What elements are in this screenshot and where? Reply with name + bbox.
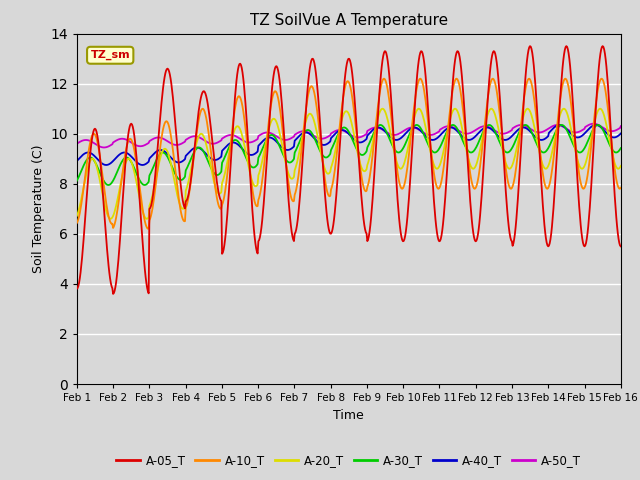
A-20_T [617,163,625,169]
A-20_T [107,216,115,222]
A-05_T [431,216,439,222]
A-20_T [73,213,81,219]
A-30_T [73,178,81,183]
Line: A-50_T: A-50_T [77,124,621,147]
A-10_T [617,185,625,191]
A-30_T [223,148,231,154]
A-50_T [73,141,81,146]
Title: TZ SoilVue A Temperature: TZ SoilVue A Temperature [250,13,448,28]
A-10_T [139,206,147,212]
A-20_T [433,166,440,171]
A-40_T [83,150,90,156]
A-50_T [100,144,108,150]
A-05_T [73,286,81,292]
A-40_T [431,136,439,142]
A-30_T [140,182,147,188]
A-05_T [83,195,90,201]
A-30_T [83,157,90,163]
A-40_T [195,145,202,151]
A-10_T [144,226,152,232]
A-50_T [431,131,439,136]
A-20_T [415,106,422,111]
Legend: A-05_T, A-10_T, A-20_T, A-30_T, A-40_T, A-50_T: A-05_T, A-10_T, A-20_T, A-30_T, A-40_T, … [112,449,586,472]
A-05_T [416,53,424,59]
A-40_T [617,131,625,136]
A-50_T [83,137,90,143]
A-50_T [416,127,424,133]
A-30_T [416,124,424,130]
A-30_T [617,145,625,151]
A-40_T [223,143,231,148]
A-20_T [83,169,90,175]
A-05_T [599,43,607,49]
A-10_T [380,76,388,82]
A-10_T [83,162,90,168]
Line: A-40_T: A-40_T [77,125,621,165]
A-50_T [140,143,147,149]
A-10_T [433,182,440,188]
A-30_T [195,144,202,150]
A-05_T [140,250,147,255]
Y-axis label: Soil Temperature (C): Soil Temperature (C) [31,144,45,273]
A-50_T [589,121,597,127]
A-50_T [195,134,202,140]
A-20_T [195,134,202,140]
A-40_T [556,122,563,128]
Line: A-10_T: A-10_T [77,79,621,229]
A-10_T [223,171,231,177]
Line: A-30_T: A-30_T [77,125,621,185]
A-40_T [140,162,147,168]
A-10_T [73,220,81,226]
A-10_T [195,118,202,123]
A-30_T [431,149,439,155]
Text: TZ_sm: TZ_sm [90,50,130,60]
A-20_T [140,211,147,216]
A-05_T [617,243,625,249]
A-05_T [195,108,202,114]
Line: A-05_T: A-05_T [77,46,621,294]
A-30_T [485,122,493,128]
A-40_T [102,162,110,168]
A-40_T [416,127,424,132]
A-50_T [617,123,625,129]
A-40_T [73,158,81,164]
A-30_T [105,182,113,188]
A-20_T [223,159,231,165]
A-05_T [223,211,231,217]
A-50_T [223,133,231,139]
A-10_T [417,76,424,82]
X-axis label: Time: Time [333,408,364,421]
A-05_T [109,291,117,297]
A-20_T [417,107,424,113]
Line: A-20_T: A-20_T [77,108,621,219]
